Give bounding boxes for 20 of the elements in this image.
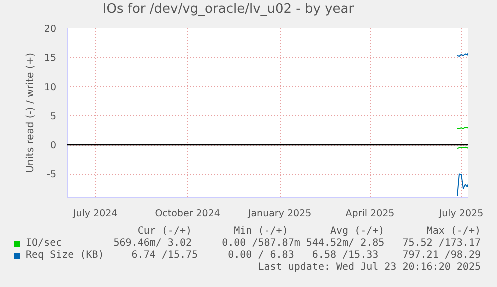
text: Cur (-/+) Min (-/+) Avg (-/+) Max (-/+): [138, 226, 481, 238]
x-tick-label: July 2024: [72, 208, 118, 220]
x-tick-label: April 2025: [346, 208, 395, 220]
text: 569.46m/ 3.02 0.00 /587.87m 544.52m/ 2.85 75.52 /173.17: [114, 238, 481, 250]
y-tick-label: 5: [50, 111, 57, 122]
legend-label: IO/sec: [26, 238, 62, 250]
line-series: [456, 174, 468, 197]
y-axis-title: Units read (-) / write (+): [25, 52, 36, 174]
chart-title: IOs for /dev/vg_oracle/lv_u02 - by year: [102, 2, 356, 17]
text: Last update: Wed Jul 23 20:16:20 2025: [258, 262, 481, 274]
x-tick-label: July 2025: [438, 208, 484, 220]
legend-label: Req Size (KB): [26, 250, 104, 262]
y-tick-label: 15: [44, 53, 57, 64]
y-tick-label: -5: [47, 170, 57, 181]
y-tick-label: 10: [44, 82, 57, 94]
x-tick-label: October 2024: [155, 208, 220, 220]
y-tick-label: 0: [50, 140, 57, 152]
text: 6.74 /15.75 0.00 / 6.83 6.58 /15.33 797.21 /98.29: [132, 250, 481, 262]
y-tick-label: 20: [44, 24, 57, 35]
x-tick-label: January 2025: [247, 208, 312, 220]
